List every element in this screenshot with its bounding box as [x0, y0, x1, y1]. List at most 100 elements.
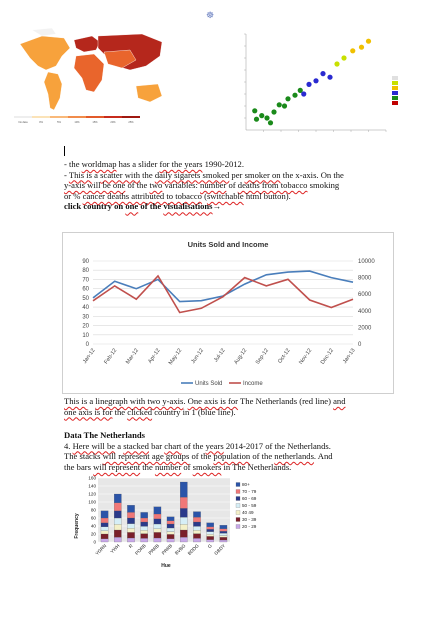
stacked-bar-segment — [206, 534, 214, 537]
scatter-point — [320, 71, 326, 77]
category-label: Oct-12 — [277, 348, 291, 365]
left-tick-label: 40 — [82, 305, 89, 311]
scatter-point — [306, 81, 312, 87]
stacked-bar-segment — [219, 533, 228, 536]
scatter-point — [253, 116, 260, 122]
stacked-bar-segment — [140, 521, 148, 527]
stacked-bar-segment — [140, 517, 148, 523]
linegraph-line-2: one axis is for the clicked country in 1… — [64, 406, 236, 417]
scatter-point — [297, 87, 303, 93]
left-tick-label: 0 — [86, 342, 90, 348]
scatter-point — [327, 74, 333, 80]
y-tick-label: 140 — [88, 484, 96, 489]
map-legend-label: 25% — [128, 120, 134, 124]
stacked-bar-segment — [114, 537, 122, 543]
category-label: Sep-12 — [255, 348, 270, 366]
intro-paragraph: - the worldmap has a slider for the year… — [64, 159, 344, 212]
map-region-greenland — [31, 27, 57, 37]
legend-label: 70 - 79 — [242, 489, 257, 494]
category-label: Dec-12 — [320, 348, 335, 366]
category-label: Apr-12 — [147, 348, 161, 365]
stacked-bar-segment — [153, 528, 162, 533]
category-label: Jul-12 — [213, 348, 227, 364]
map-legend-swatch — [86, 116, 104, 118]
stacked-bar-segment — [100, 533, 109, 539]
stacked-bar-segment — [127, 528, 135, 533]
category-label: Mar-12 — [125, 348, 140, 366]
stacked-bar-segment — [140, 533, 148, 539]
category-label: PRRB — [148, 543, 161, 556]
scatter-legend-swatch — [392, 91, 398, 95]
category-label: Nov-12 — [298, 348, 313, 366]
left-tick-label: 10 — [82, 333, 89, 339]
stacked-bar-segment — [166, 531, 175, 535]
arrow-right-icon: → — [212, 201, 222, 212]
stacked-bar-segment — [127, 512, 135, 519]
right-tick-label: 10000 — [358, 259, 375, 265]
scatter-point — [313, 78, 319, 84]
scatter-point — [276, 102, 282, 108]
legend-swatch — [235, 482, 241, 487]
stacked-bar-segment — [127, 537, 135, 543]
legend-label: 20 - 29 — [242, 524, 257, 529]
legend-swatch — [235, 489, 241, 494]
map-legend-label: 15% — [92, 120, 98, 124]
right-tick-label: 6000 — [358, 292, 372, 298]
stacked-bar-segment — [166, 527, 175, 532]
y-tick-label: 120 — [88, 492, 96, 497]
stacked-bar-segment — [100, 526, 109, 531]
stacked-bar-segment — [193, 533, 201, 539]
scatter-point — [252, 108, 258, 114]
legend-label: 30 - 39 — [242, 517, 257, 522]
stacked-bar-segment — [206, 536, 214, 540]
stacked-bar-segment — [100, 538, 109, 543]
stacked-bar-segment — [180, 537, 188, 543]
legend-label: 50 - 59 — [242, 503, 257, 508]
scatter-plot[interactable] — [240, 28, 430, 140]
scatter-point — [292, 92, 298, 98]
map-legend-label: No data — [18, 120, 28, 124]
left-tick-label: 30 — [82, 314, 89, 320]
stacked-bar-segment — [153, 523, 162, 529]
map-legend-swatch — [14, 116, 32, 118]
stacked-bar-segment — [140, 538, 148, 543]
stacked-bar-segment — [180, 497, 188, 509]
legend-label: 80+ — [242, 482, 250, 487]
stacked-bar-segment — [127, 532, 135, 539]
stacked-bar-segment — [219, 525, 228, 529]
stacked-bar-segment — [180, 529, 188, 538]
stacked-bar-segment — [193, 517, 201, 523]
category-label: Jan-12 — [82, 348, 97, 365]
stacked-bar-segment — [114, 493, 122, 503]
page-marker: ☸ — [206, 10, 215, 20]
right-tick-label: 2000 — [358, 325, 372, 331]
scatter-legend-swatch — [392, 86, 398, 90]
category-label: Jan-13 — [342, 348, 357, 365]
scatter-point — [358, 44, 365, 50]
units-income-chart[interactable]: Units Sold and Income 0 10 20 30 40 50 60 70 80 9… — [62, 232, 394, 394]
nl-line-2: The stacks will represent age groups of … — [64, 451, 333, 462]
stacked-bar-segment — [114, 524, 122, 531]
stacked-bar-segment — [206, 522, 214, 527]
scatter-point — [264, 115, 270, 121]
y-tick-label: 160 — [88, 476, 96, 481]
legend-swatch — [235, 503, 241, 508]
stacked-bar-segment — [180, 481, 188, 498]
category-label: GBDY — [213, 543, 226, 556]
stacked-bar-segment — [180, 508, 188, 518]
category-label: PRRB — [161, 543, 174, 556]
stacked-bar-segment — [180, 517, 188, 525]
y-tick-label: 0 — [93, 540, 96, 545]
map-legend-label: 5% — [57, 120, 61, 124]
scatter-point — [365, 38, 372, 44]
stacked-bar-segment — [153, 513, 162, 519]
map-legend-swatch — [32, 116, 50, 118]
intro-line-4: or % cancer deaths attributed to tobacco… — [64, 190, 291, 201]
stacked-bar-segment — [114, 510, 122, 519]
scatter-point — [285, 96, 291, 102]
category-label: May-12 — [168, 348, 183, 366]
stacked-bar-segment — [166, 520, 175, 525]
stacked-bar-segment — [193, 511, 201, 518]
worldmap[interactable]: No data 0% 5% 10% 15% 20% 25% — [12, 26, 172, 126]
